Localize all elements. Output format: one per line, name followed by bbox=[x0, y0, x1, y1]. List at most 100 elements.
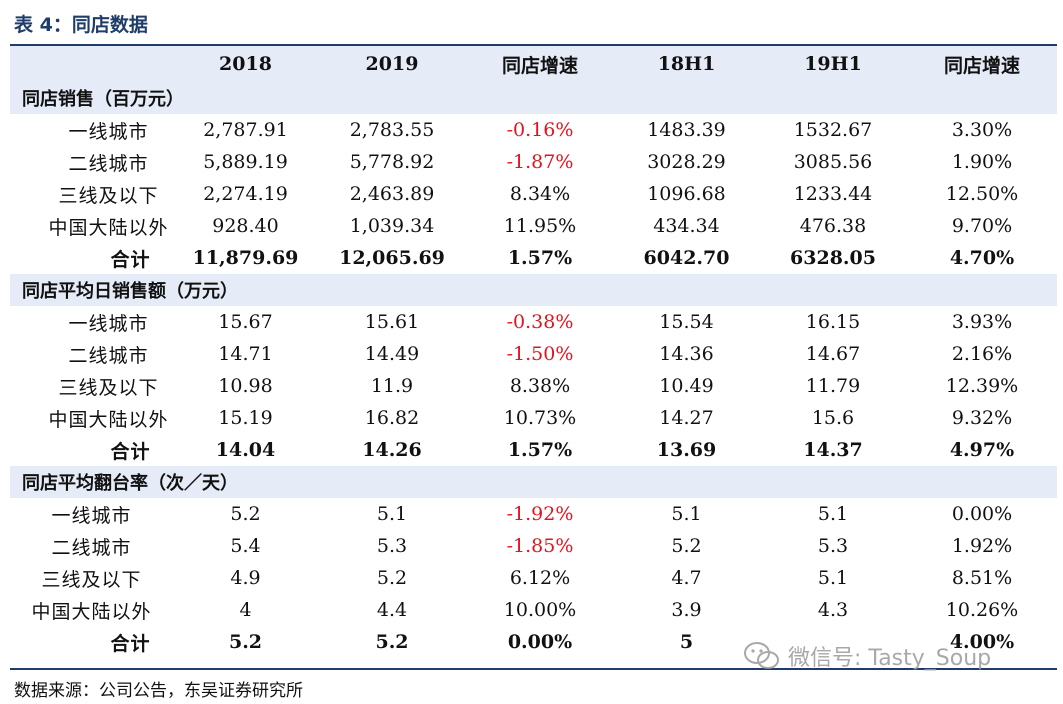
table-row: 一线城市 5.2 5.1 -1.92% 5.1 5.1 0.00% bbox=[10, 498, 1057, 530]
cell-value: 2,463.89 bbox=[349, 183, 435, 205]
top-rule bbox=[10, 44, 1057, 46]
cell-value: 1,039.34 bbox=[349, 215, 435, 237]
cell-value: 16.15 bbox=[805, 311, 861, 333]
cell-value: 476.38 bbox=[799, 215, 867, 237]
cell-value: 4.97% bbox=[949, 439, 1015, 461]
cell-value: 4.7 bbox=[671, 567, 702, 589]
row-label: 一线城市 bbox=[68, 312, 149, 335]
cell-value: 10.98 bbox=[218, 375, 273, 397]
cell-value: 12,065.69 bbox=[339, 247, 445, 269]
header-cell: 18H1 bbox=[614, 46, 759, 82]
table-row: 一线城市 15.67 15.61 -0.38% 15.54 16.15 3.93% bbox=[10, 306, 1057, 338]
row-label: 一线城市 bbox=[51, 504, 132, 527]
cell-value: -1.85% bbox=[506, 535, 574, 557]
cell-value: -0.38% bbox=[506, 311, 574, 333]
row-label: 二线城市 bbox=[68, 344, 149, 367]
section-row: 同店平均日销售额（万元） bbox=[10, 274, 1057, 306]
cell-value: 8.34% bbox=[509, 183, 571, 205]
cell-value: 14.67 bbox=[805, 343, 861, 365]
cell-value: 434.34 bbox=[653, 215, 720, 237]
cell-value: 5.1 bbox=[376, 503, 408, 525]
cell-value: 1.57% bbox=[507, 247, 573, 269]
cell-value: 13.69 bbox=[656, 439, 717, 461]
same-store-table: 2018 2019 同店增速 18H1 19H1 同店增速 同店销售（百万元）一… bbox=[10, 46, 1057, 658]
source-note: 数据来源：公司公告，东吴证券研究所 bbox=[14, 681, 303, 701]
row-label: 三线及以下 bbox=[58, 184, 159, 207]
cell-value: 928.40 bbox=[212, 215, 279, 237]
table-row: 三线及以下 10.98 11.9 8.38% 10.49 11.79 12.39% bbox=[10, 370, 1057, 402]
cell-value: 10.00% bbox=[503, 599, 577, 621]
section-row: 同店销售（百万元） bbox=[10, 82, 1057, 114]
cell-value: 1233.44 bbox=[793, 183, 873, 205]
header-cell: 2018 bbox=[173, 46, 318, 82]
cell-value: 1.92% bbox=[951, 535, 1013, 557]
table-row: 中国大陆以外 4 4.4 10.00% 3.9 4.3 10.26% bbox=[10, 594, 1057, 626]
table-body: 同店销售（百万元） 一线城市 2,787.91 2,783.55 -0.16% 1483.… bbox=[10, 82, 1057, 658]
cell-value: 5.3 bbox=[376, 535, 408, 557]
row-label: 中国大陆以外 bbox=[48, 216, 169, 239]
cell-value: 5,778.92 bbox=[349, 151, 435, 173]
cell-value: 10.73% bbox=[503, 407, 577, 429]
wechat-watermark: 微信号: Tasty_Soup bbox=[742, 638, 991, 674]
table-caption: 表 4：同店数据 bbox=[14, 14, 148, 36]
total-row: 合计 5.2 5.2 0.00% 5 4.00% bbox=[10, 626, 1057, 658]
cell-value: 15.61 bbox=[364, 311, 420, 333]
cell-value: 9.70% bbox=[951, 215, 1013, 237]
section-title: 同店销售（百万元） bbox=[10, 82, 1057, 114]
row-label: 合计 bbox=[110, 440, 151, 463]
cell-value: 15.67 bbox=[218, 311, 273, 333]
section-title: 同店平均日销售额（万元） bbox=[10, 274, 1057, 306]
cell-value: 3.9 bbox=[671, 599, 702, 621]
cell-value: 15.19 bbox=[218, 407, 273, 429]
cell-value: 6.12% bbox=[509, 567, 571, 589]
cell-value: 5.1 bbox=[817, 503, 849, 525]
row-label: 二线城市 bbox=[68, 152, 149, 175]
table-row: 二线城市 14.71 14.49 -1.50% 14.36 14.67 2.16% bbox=[10, 338, 1057, 370]
cell-value: 8.38% bbox=[509, 375, 571, 397]
header-cell: 19H1 bbox=[759, 46, 907, 82]
cell-value: 4.3 bbox=[817, 599, 849, 621]
cell-value: 12.50% bbox=[945, 183, 1019, 205]
total-row: 合计 11,879.69 12,065.69 1.57% 6042.70 6328.05 4… bbox=[10, 242, 1057, 274]
table-row: 中国大陆以外 928.40 1,039.34 11.95% 434.34 476.38 9.… bbox=[10, 210, 1057, 242]
cell-value: 14.37 bbox=[803, 439, 863, 461]
cell-value: 1483.39 bbox=[647, 119, 726, 141]
row-label: 一线城市 bbox=[68, 120, 149, 143]
cell-value: 2,787.91 bbox=[203, 119, 288, 141]
cell-value: 11.79 bbox=[805, 375, 861, 397]
cell-value: 1096.68 bbox=[647, 183, 726, 205]
cell-value: 5.3 bbox=[817, 535, 849, 557]
cell-value: 5.2 bbox=[375, 631, 409, 653]
cell-value: 12.39% bbox=[945, 375, 1019, 397]
header-cell bbox=[10, 46, 173, 82]
cell-value: 4.00% bbox=[949, 631, 1015, 653]
cell-value: 6042.70 bbox=[643, 247, 730, 269]
bottom-rule bbox=[10, 668, 1057, 670]
cell-value: 2,783.55 bbox=[349, 119, 435, 141]
cell-value: 2,274.19 bbox=[203, 183, 288, 205]
cell-value: -1.50% bbox=[506, 343, 574, 365]
table-row: 二线城市 5,889.19 5,778.92 -1.87% 3028.29 3085.56… bbox=[10, 146, 1057, 178]
cell-value: 0.00% bbox=[507, 631, 573, 653]
table-row: 二线城市 5.4 5.3 -1.85% 5.2 5.3 1.92% bbox=[10, 530, 1057, 562]
cell-value: 14.36 bbox=[659, 343, 714, 365]
cell-value: 0.00% bbox=[951, 503, 1013, 525]
cell-value: 4.4 bbox=[376, 599, 408, 621]
wechat-icon bbox=[744, 642, 779, 669]
cell-value: 5.2 bbox=[376, 567, 408, 589]
row-label: 中国大陆以外 bbox=[31, 600, 152, 623]
cell-value: 15.54 bbox=[659, 311, 714, 333]
cell-value: 10.26% bbox=[945, 599, 1019, 621]
cell-value: 3.30% bbox=[951, 119, 1013, 141]
header-cell: 同店增速 bbox=[907, 46, 1057, 82]
table-row: 三线及以下 4.9 5.2 6.12% 4.7 5.1 8.51% bbox=[10, 562, 1057, 594]
row-label: 二线城市 bbox=[51, 536, 132, 559]
cell-value: 2.16% bbox=[951, 343, 1013, 365]
cell-value: 11,879.69 bbox=[192, 247, 299, 269]
cell-value: 14.04 bbox=[215, 439, 276, 461]
total-row: 合计 14.04 14.26 1.57% 13.69 14.37 4.97% bbox=[10, 434, 1057, 466]
cell-value: 4.9 bbox=[230, 567, 261, 589]
cell-value: 4.70% bbox=[949, 247, 1015, 269]
cell-value: 3085.56 bbox=[793, 151, 873, 173]
cell-value: 15.6 bbox=[811, 407, 855, 429]
